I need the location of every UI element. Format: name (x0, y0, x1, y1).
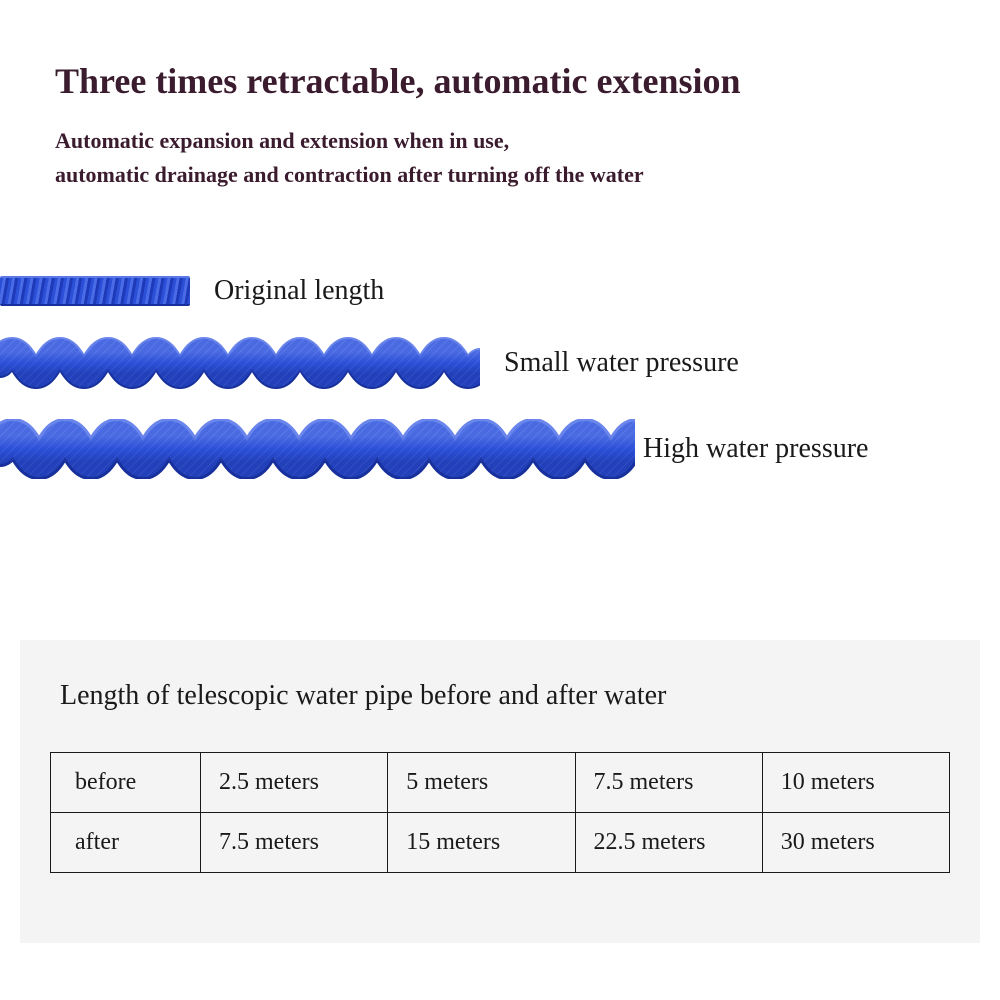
hose-original-label: Original length (214, 275, 384, 307)
subtitle-line-2: automatic drainage and contraction after… (55, 162, 644, 187)
table-cell: 22.5 meters (575, 813, 762, 873)
hose-row-high-pressure: High water pressure (0, 419, 1000, 479)
table-cell: 15 meters (388, 813, 575, 873)
length-table: before 2.5 meters 5 meters 7.5 meters 10… (50, 752, 950, 873)
table-cell: after (51, 813, 201, 873)
table-row: before 2.5 meters 5 meters 7.5 meters 10… (51, 753, 950, 813)
hose-original-icon (0, 276, 190, 306)
hose-small-pressure-label: Small water pressure (504, 347, 739, 379)
page-subtitle: Automatic expansion and extension when i… (55, 124, 960, 192)
length-table-section: Length of telescopic water pipe before a… (20, 640, 980, 943)
table-row: after 7.5 meters 15 meters 22.5 meters 3… (51, 813, 950, 873)
table-title: Length of telescopic water pipe before a… (60, 680, 950, 712)
table-cell: 2.5 meters (201, 753, 388, 813)
page-title: Three times retractable, automatic exten… (55, 60, 960, 102)
table-cell: 10 meters (762, 753, 949, 813)
table-cell: 30 meters (762, 813, 949, 873)
hose-high-pressure-icon (0, 419, 635, 479)
hose-row-small-pressure: Small water pressure (0, 337, 1000, 389)
hose-row-original: Original length (0, 275, 1000, 307)
hose-diagram: Original length Smal (0, 275, 1000, 479)
hose-small-pressure-icon (0, 337, 480, 389)
table-cell: 7.5 meters (575, 753, 762, 813)
subtitle-line-1: Automatic expansion and extension when i… (55, 128, 509, 153)
hose-high-pressure-label: High water pressure (643, 433, 868, 465)
table-cell: 7.5 meters (201, 813, 388, 873)
table-cell: 5 meters (388, 753, 575, 813)
table-cell: before (51, 753, 201, 813)
